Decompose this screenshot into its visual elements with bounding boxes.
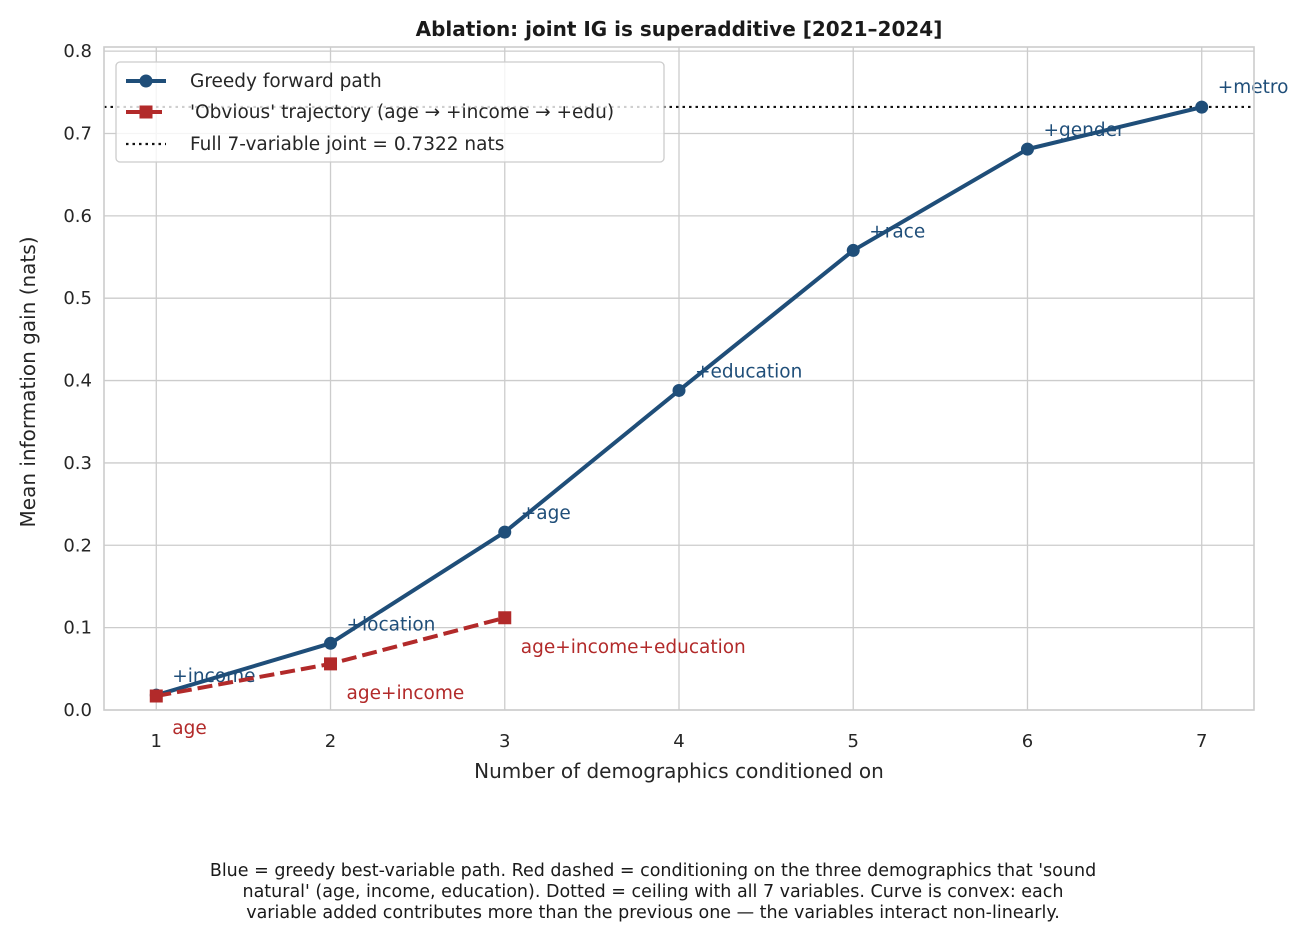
- data-point: [149, 689, 163, 703]
- plot-border: [103, 46, 1255, 711]
- y-tick-label: 0.3: [63, 453, 92, 474]
- x-tick-label: 7: [1196, 731, 1207, 752]
- legend-box: [115, 61, 665, 163]
- y-axis-label: Mean information gain (nats): [16, 237, 40, 528]
- legend-marker-obvious: [139, 105, 153, 119]
- y-tick-label: 0.6: [63, 206, 92, 227]
- legend-label: Greedy forward path: [190, 71, 382, 92]
- legend: Greedy forward path 'Obvious' trajectory …: [115, 61, 665, 163]
- data-label: age: [172, 718, 206, 739]
- data-point: [324, 636, 338, 650]
- data-label: +metro: [1218, 77, 1289, 98]
- x-tick-label: 1: [151, 731, 162, 752]
- data-label: age+income+education: [521, 637, 746, 658]
- y-tick-label: 0.4: [63, 371, 92, 392]
- data-point: [1020, 142, 1034, 156]
- data-label: +race: [869, 221, 925, 242]
- data-label: +income: [172, 666, 255, 687]
- y-tick-label: 0.2: [63, 535, 92, 556]
- legend-label: 'Obvious' trajectory (age → +income → +e…: [190, 102, 614, 123]
- data-point: [1195, 100, 1209, 114]
- data-label: +age: [521, 503, 571, 524]
- caption-line: variable added contributes more than the…: [246, 903, 1060, 923]
- data-point: [498, 611, 512, 625]
- data-label: +education: [695, 361, 802, 382]
- legend-label: Full 7-variable joint = 0.7322 nats: [190, 134, 504, 155]
- x-tick-label: 3: [499, 731, 510, 752]
- data-label: age+income: [347, 683, 465, 704]
- y-tick-label: 0.5: [63, 288, 92, 309]
- y-tick-label: 0.7: [63, 123, 92, 144]
- caption-line: Blue = greedy best-variable path. Red da…: [209, 861, 1097, 881]
- plot-frame: [103, 46, 1255, 711]
- grid: [104, 47, 1254, 711]
- chart-title: Ablation: joint IG is superadditive [202…: [416, 17, 943, 41]
- data-point: [672, 383, 686, 397]
- data-point: [498, 525, 512, 539]
- x-axis-label: Number of demographics conditioned on: [474, 759, 884, 783]
- figure-caption: Blue = greedy best-variable path. Red da…: [80, 861, 1226, 924]
- x-tick-label: 4: [673, 731, 684, 752]
- x-tick-label: 6: [1022, 731, 1033, 752]
- data-label: +location: [347, 614, 436, 635]
- y-tick-label: 0.8: [63, 41, 92, 62]
- legend-marker-greedy: [139, 74, 153, 88]
- data-point: [846, 243, 860, 257]
- x-tick-label: 5: [848, 731, 859, 752]
- tick-labels: 1 2 3 4 5 6 7 0.0 0.1 0.2 0.3 0.4 0.5 0.6 0.7 0.8: [63, 41, 1207, 752]
- data-label: +gender: [1043, 120, 1124, 141]
- data-point: [324, 657, 338, 671]
- caption-line: natural' (age, income, education). Dotte…: [242, 882, 1064, 902]
- y-tick-label: 0.1: [63, 618, 92, 639]
- series-layer: +income +location +age +education +race +gend…: [149, 77, 1289, 739]
- x-tick-label: 2: [325, 731, 336, 752]
- y-tick-label: 0.0: [63, 700, 92, 721]
